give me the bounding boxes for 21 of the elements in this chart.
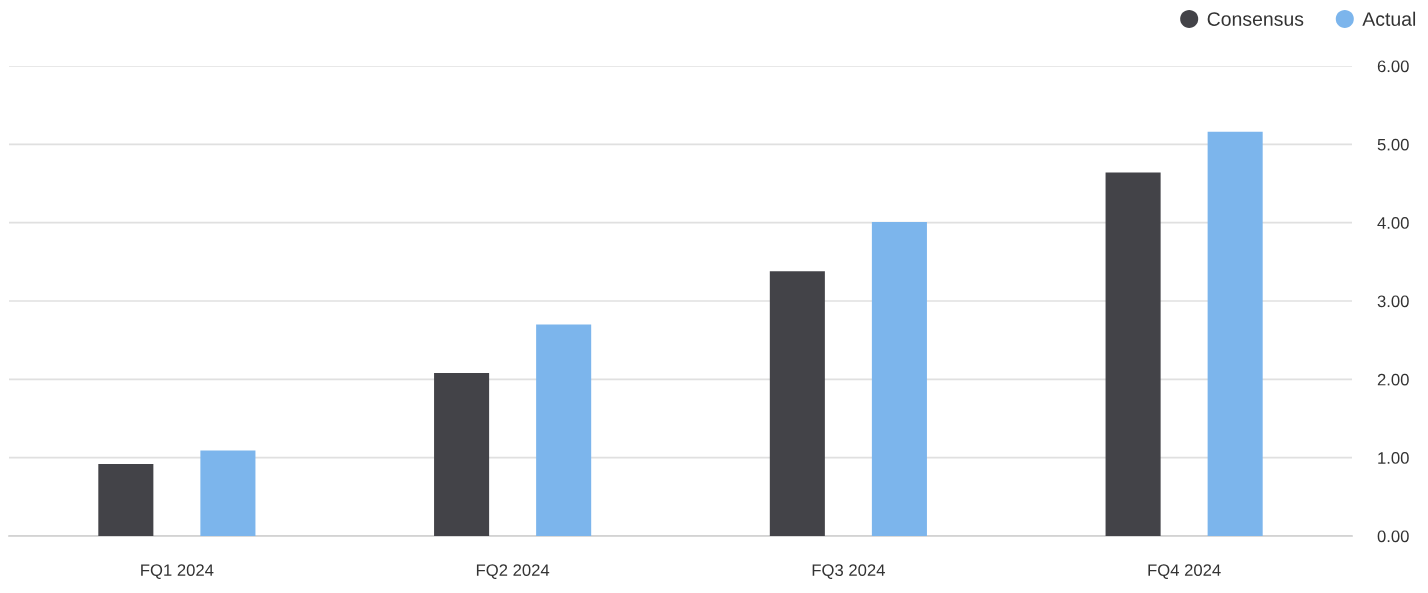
y-tick-label: 5.00 bbox=[1377, 138, 1409, 151]
x-tick-label: FQ4 2024 bbox=[1148, 564, 1221, 579]
y-tick-label: 4.00 bbox=[1377, 217, 1409, 229]
bar bbox=[769, 271, 825, 536]
x-tick-label: FQ1 2024 bbox=[141, 564, 214, 579]
bar bbox=[434, 373, 490, 536]
bar bbox=[1207, 131, 1263, 536]
bar bbox=[871, 221, 927, 536]
bar bbox=[98, 463, 154, 536]
legend-label: Consensus bbox=[1207, 12, 1304, 26]
y-tick-label: 2.00 bbox=[1377, 373, 1409, 386]
y-tick-label: 3.00 bbox=[1377, 295, 1409, 308]
y-tick-label: 0.00 bbox=[1377, 530, 1409, 543]
bar bbox=[1105, 172, 1161, 536]
bar bbox=[200, 450, 256, 536]
x-tick-label: FQ3 2024 bbox=[812, 564, 885, 579]
y-tick-label: 1.00 bbox=[1378, 452, 1409, 464]
x-tick-label: FQ2 2024 bbox=[476, 564, 550, 579]
y-tick-label: 6.00 bbox=[1377, 60, 1409, 73]
legend-label: Actual bbox=[1362, 11, 1416, 26]
bar bbox=[536, 324, 592, 536]
